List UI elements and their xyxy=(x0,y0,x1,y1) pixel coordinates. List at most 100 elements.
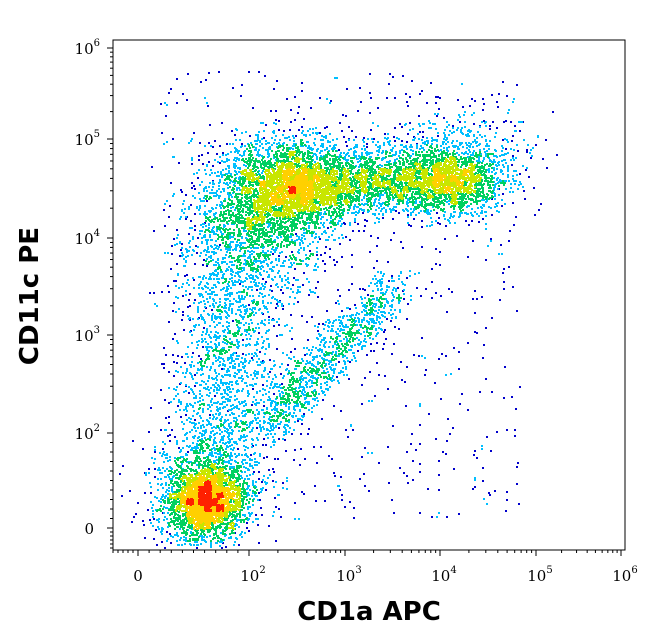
event-dot xyxy=(458,351,460,353)
event-dot xyxy=(275,259,277,261)
event-dot xyxy=(274,406,276,408)
event-dot xyxy=(256,349,258,351)
event-dot xyxy=(304,144,306,146)
event-dot xyxy=(234,376,236,378)
event-dot xyxy=(246,278,248,280)
event-dot xyxy=(153,518,155,520)
event-dot xyxy=(285,256,287,258)
event-dot xyxy=(269,289,271,291)
event-dot xyxy=(201,242,203,244)
event-dot xyxy=(485,198,487,200)
event-dot xyxy=(222,539,224,541)
event-dot xyxy=(381,158,383,160)
event-dot xyxy=(188,206,190,208)
event-dot xyxy=(197,362,199,364)
event-dot xyxy=(313,269,315,271)
event-dot xyxy=(332,322,334,324)
event-dot xyxy=(332,330,334,332)
event-dot xyxy=(317,377,319,379)
event-dot xyxy=(444,211,446,213)
event-dot xyxy=(309,255,311,257)
event-dot xyxy=(415,214,417,216)
event-dot xyxy=(199,400,201,402)
event-dot xyxy=(153,462,155,464)
event-dot xyxy=(307,433,309,435)
event-dot xyxy=(501,154,503,156)
event-dot xyxy=(247,390,249,392)
event-dot xyxy=(211,451,213,453)
event-dot xyxy=(314,138,316,140)
event-dot xyxy=(532,147,534,149)
event-dot xyxy=(252,473,254,475)
event-dot xyxy=(188,446,190,448)
event-dot xyxy=(252,359,254,361)
event-dot xyxy=(194,435,196,437)
event-dot xyxy=(406,101,408,103)
event-dot xyxy=(249,465,251,467)
event-dot xyxy=(166,453,168,455)
event-dot xyxy=(314,237,316,239)
event-dot xyxy=(271,381,273,383)
event-dot xyxy=(377,154,379,156)
event-dot xyxy=(516,466,518,468)
event-dot xyxy=(226,393,228,395)
event-dot xyxy=(294,297,296,299)
event-dot xyxy=(251,286,253,288)
event-dot xyxy=(513,180,515,182)
event-dot xyxy=(500,244,502,246)
event-dot xyxy=(393,512,395,514)
event-dot xyxy=(216,535,218,537)
event-dot xyxy=(206,200,208,202)
event-dot xyxy=(219,218,221,220)
event-dot xyxy=(451,291,453,293)
event-dot xyxy=(390,209,392,211)
event-dot xyxy=(305,363,307,365)
event-dot xyxy=(461,393,463,395)
event-dot xyxy=(485,145,487,147)
event-dot xyxy=(435,438,437,440)
event-dot xyxy=(340,370,342,372)
event-dot xyxy=(203,434,205,436)
event-dot xyxy=(258,411,260,413)
event-dot xyxy=(282,308,284,310)
event-dot xyxy=(333,368,335,370)
event-dot xyxy=(152,504,154,506)
event-dot xyxy=(382,315,384,317)
event-dot xyxy=(293,262,295,264)
event-dot xyxy=(246,310,248,312)
event-dot xyxy=(197,237,199,239)
event-dot xyxy=(181,243,183,245)
event-dot xyxy=(251,250,253,252)
event-dot xyxy=(332,230,334,232)
event-dot xyxy=(202,317,204,319)
event-dot xyxy=(358,198,360,200)
event-dot xyxy=(483,120,485,122)
event-dot xyxy=(226,251,228,253)
event-dot xyxy=(298,249,300,251)
event-dot xyxy=(183,391,185,393)
event-dot xyxy=(251,438,253,440)
event-dot xyxy=(276,383,278,385)
event-dot xyxy=(390,155,392,157)
event-dot xyxy=(201,338,203,340)
event-dot xyxy=(431,224,433,226)
event-dot xyxy=(226,431,228,433)
event-dot xyxy=(334,343,336,345)
event-dot xyxy=(262,122,264,124)
event-dot xyxy=(317,258,319,260)
event-dot xyxy=(334,264,336,266)
event-dot xyxy=(265,444,267,446)
event-dot xyxy=(348,155,350,157)
event-dot xyxy=(354,321,356,323)
event-dot xyxy=(250,374,252,376)
event-dot xyxy=(233,298,235,300)
event-dot xyxy=(252,295,254,297)
event-dot xyxy=(324,324,326,326)
event-dot xyxy=(504,159,506,161)
event-dot xyxy=(210,257,212,259)
event-dot xyxy=(496,179,498,181)
event-dot xyxy=(488,492,490,494)
event-dot xyxy=(462,146,464,148)
event-dot xyxy=(486,436,488,438)
event-dot xyxy=(214,317,216,319)
